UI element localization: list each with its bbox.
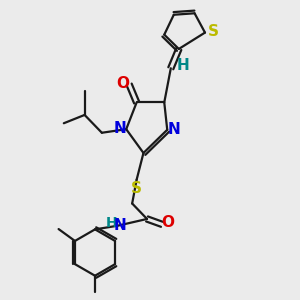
Text: O: O [116, 76, 129, 91]
Text: O: O [161, 215, 174, 230]
Text: N: N [113, 121, 126, 136]
Text: H: H [106, 216, 117, 230]
Text: S: S [208, 24, 218, 39]
Text: N: N [114, 218, 127, 233]
Text: S: S [131, 181, 142, 196]
Text: N: N [167, 122, 180, 137]
Text: H: H [176, 58, 189, 74]
